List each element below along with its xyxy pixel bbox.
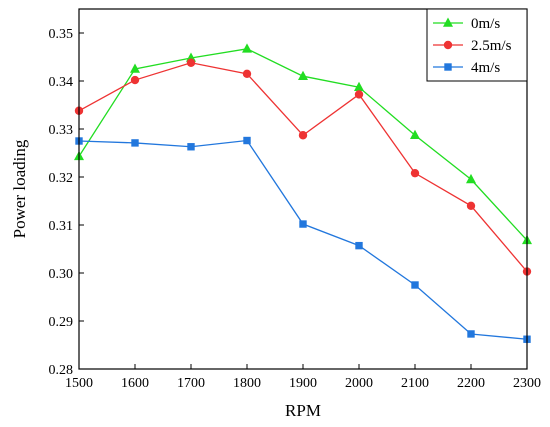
data-point xyxy=(187,143,195,151)
data-point xyxy=(298,70,308,80)
y-axis-label: Power loading xyxy=(10,139,29,238)
y-tick-label: 0.31 xyxy=(49,219,74,234)
x-tick-label: 1600 xyxy=(121,376,149,391)
legend-item: 2.5m/s xyxy=(433,38,512,54)
y-tick-label: 0.34 xyxy=(49,75,74,90)
y-tick-label: 0.30 xyxy=(49,267,74,282)
x-tick-label: 1700 xyxy=(177,376,205,391)
series-line xyxy=(78,62,528,272)
legend-label: 2.5m/s xyxy=(471,38,512,54)
x-tick-label: 2300 xyxy=(513,376,541,391)
data-point xyxy=(466,201,476,210)
legend-label: 4m/s xyxy=(471,60,500,76)
series-0 xyxy=(74,43,532,245)
legend-marker xyxy=(443,17,453,27)
legend-item: 4m/s xyxy=(433,60,500,76)
data-point xyxy=(410,129,420,140)
data-point xyxy=(242,69,252,79)
series-1 xyxy=(74,58,532,276)
y-tick-label: 0.33 xyxy=(49,123,74,138)
plot-area xyxy=(74,43,532,343)
data-point xyxy=(354,81,364,92)
y-tick-label: 0.32 xyxy=(49,171,74,186)
data-point xyxy=(467,330,475,338)
data-point xyxy=(130,63,140,73)
x-tick-label: 1500 xyxy=(65,376,93,391)
data-point xyxy=(354,90,364,99)
axis-ticks: 1500 1600 1700 1800 1900 2000 2100 2200 2300 0.28… xyxy=(49,27,542,391)
y-tick-label: 0.29 xyxy=(49,315,74,330)
legend-label: 0m/s xyxy=(471,16,500,32)
data-point xyxy=(131,139,139,147)
x-tick-label: 2000 xyxy=(345,376,373,391)
data-point xyxy=(298,131,308,140)
x-tick-label: 1900 xyxy=(289,376,317,391)
data-point xyxy=(355,241,363,250)
data-point xyxy=(242,43,252,53)
data-point xyxy=(466,173,476,184)
series-2 xyxy=(75,136,531,343)
y-tick-label: 0.28 xyxy=(49,363,74,378)
data-point xyxy=(410,168,420,178)
x-tick-label: 2100 xyxy=(401,376,429,391)
legend: 0m/s 2.5m/s 4m/s xyxy=(426,8,528,82)
data-point xyxy=(186,58,196,67)
legend-marker xyxy=(444,63,452,71)
data-point xyxy=(243,136,251,145)
legend-marker xyxy=(443,40,453,50)
y-tick-label: 0.35 xyxy=(49,27,74,42)
data-point xyxy=(411,281,419,289)
data-point xyxy=(299,220,307,228)
data-point xyxy=(130,75,140,85)
legend-item: 0m/s xyxy=(433,16,500,32)
x-tick-label: 1800 xyxy=(233,376,261,391)
x-tick-label: 2200 xyxy=(457,376,485,391)
x-axis-label: RPM xyxy=(285,401,321,420)
